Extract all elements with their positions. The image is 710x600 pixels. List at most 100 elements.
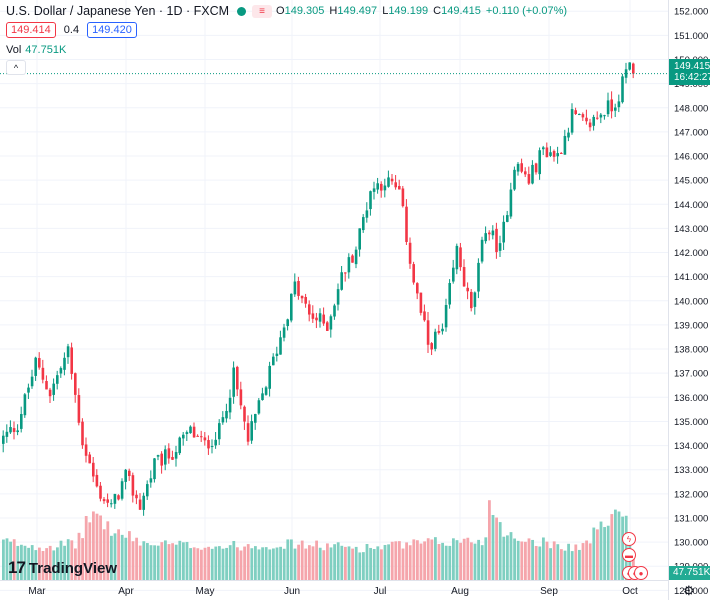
candle-body-168 (606, 100, 610, 115)
volume-bar-152 (549, 548, 552, 580)
candle-body-63 (228, 397, 232, 413)
volume-bar-146 (527, 538, 531, 580)
volume-badge: 47.751K (669, 566, 710, 580)
spread-value: 0.4 (63, 24, 80, 36)
candle-body-90 (326, 322, 329, 331)
candle-body-5 (20, 414, 23, 429)
settings-gear-icon[interactable]: ⚙ (683, 583, 695, 598)
volume-bar-129 (466, 537, 470, 580)
price-tick-11: 141.000 (674, 272, 708, 283)
volume-bar-72 (261, 547, 264, 580)
time-axis[interactable]: Mar Apr May Jun Jul Aug Sep Oct (28, 586, 638, 597)
price-tick-22: 130.000 (674, 538, 708, 549)
price-tick-9: 143.000 (674, 224, 708, 235)
price-tick-12: 140.000 (674, 296, 708, 307)
candle-body-137 (495, 228, 498, 253)
candle-body-85 (308, 304, 311, 315)
candle-body-61 (221, 417, 225, 423)
candle-body-30 (110, 503, 113, 505)
price-tick-4: 148.000 (674, 103, 708, 114)
volume-bar-119 (430, 539, 434, 580)
candle-body-20 (74, 373, 77, 395)
volume-bar-115 (416, 540, 419, 580)
candle-body-73 (264, 387, 268, 395)
candle-body-57 (207, 440, 210, 449)
volume-bar-167 (603, 527, 606, 580)
chart-grid (0, 0, 668, 591)
time-tick-oct: Oct (622, 586, 638, 597)
sell-price-button[interactable]: 149.414 (6, 22, 56, 38)
menu-icon[interactable]: ≡ (252, 4, 273, 18)
volume-bar-57 (207, 546, 210, 580)
candle-body-109 (394, 182, 397, 188)
volume-bar-114 (412, 539, 416, 580)
volume-bar-63 (228, 545, 232, 580)
volume-bar-12 (45, 548, 48, 580)
candle-body-116 (419, 292, 423, 313)
candlesticks (2, 62, 635, 516)
candle-body-3 (12, 428, 16, 432)
candle-body-50 (182, 434, 185, 439)
volume-bar-41 (149, 545, 153, 580)
volume-bar-172 (621, 516, 624, 580)
volume-bar-143 (516, 540, 520, 580)
candle-body-99 (358, 228, 361, 250)
buy-price-button[interactable]: 149.420 (87, 22, 137, 38)
candle-body-59 (214, 439, 217, 446)
price-tick-24: 128.000 (674, 586, 708, 597)
candle-body-148 (534, 163, 538, 173)
candle-body-101 (365, 210, 369, 218)
volume-bar-155 (560, 549, 563, 580)
time-tick-jun: Jun (284, 586, 300, 597)
collapse-legend-button[interactable]: ^ (6, 60, 26, 75)
candle-body-140 (506, 215, 509, 222)
symbol-title[interactable]: U.S. Dollar / Japanese Yen · 1D · FXCM (6, 4, 230, 18)
market-open-indicator (237, 6, 247, 16)
volume-bar-74 (268, 549, 272, 580)
candle-body-112 (405, 206, 408, 242)
candle-body-40 (146, 484, 149, 497)
candle-body-84 (304, 296, 307, 304)
volume-bar-168 (606, 525, 610, 580)
tradingview-logo[interactable]: 17 TradingView (8, 558, 117, 578)
candle-body-91 (329, 316, 333, 330)
volume-bar-144 (520, 541, 524, 580)
candle-body-149 (538, 150, 541, 175)
volume-bar-139 (502, 536, 506, 580)
candle-body-58 (210, 446, 214, 448)
candle-body-47 (171, 456, 174, 460)
candle-body-152 (549, 152, 552, 156)
volume-bar-87 (315, 540, 318, 580)
volume-bar-89 (322, 550, 326, 580)
price-axis[interactable]: 152.000151.000150.000149.000148.000147.0… (674, 7, 708, 597)
volume-bar-65 (236, 547, 239, 580)
volume-bar-26 (95, 513, 99, 580)
candle-body-16 (59, 368, 63, 374)
candle-body-108 (390, 178, 394, 182)
volume-bar-132 (477, 539, 480, 580)
candle-body-18 (66, 346, 70, 358)
candle-body-51 (185, 432, 189, 434)
volume-bar-104 (376, 546, 380, 580)
candle-body-49 (178, 437, 181, 454)
volume-bar-0 (2, 539, 5, 580)
volume-bar-85 (308, 545, 311, 580)
candle-body-115 (416, 283, 419, 294)
volume-bar-156 (563, 550, 567, 580)
price-tick-17: 135.000 (674, 417, 708, 428)
volume-bar-145 (524, 541, 527, 580)
volume-bar-110 (398, 541, 401, 580)
volume-bar-39 (142, 541, 146, 580)
volume-bar-148 (534, 545, 538, 580)
volume-bar-76 (275, 547, 279, 580)
candle-body-23 (84, 444, 88, 456)
price-tick-15: 137.000 (674, 369, 708, 380)
candle-body-87 (315, 317, 318, 321)
candle-body-117 (423, 311, 426, 321)
candle-body-1 (5, 431, 9, 437)
candle-body-153 (552, 151, 556, 157)
candle-body-138 (498, 243, 502, 251)
volume-bar-108 (390, 541, 394, 580)
volume-bar-127 (459, 542, 462, 580)
